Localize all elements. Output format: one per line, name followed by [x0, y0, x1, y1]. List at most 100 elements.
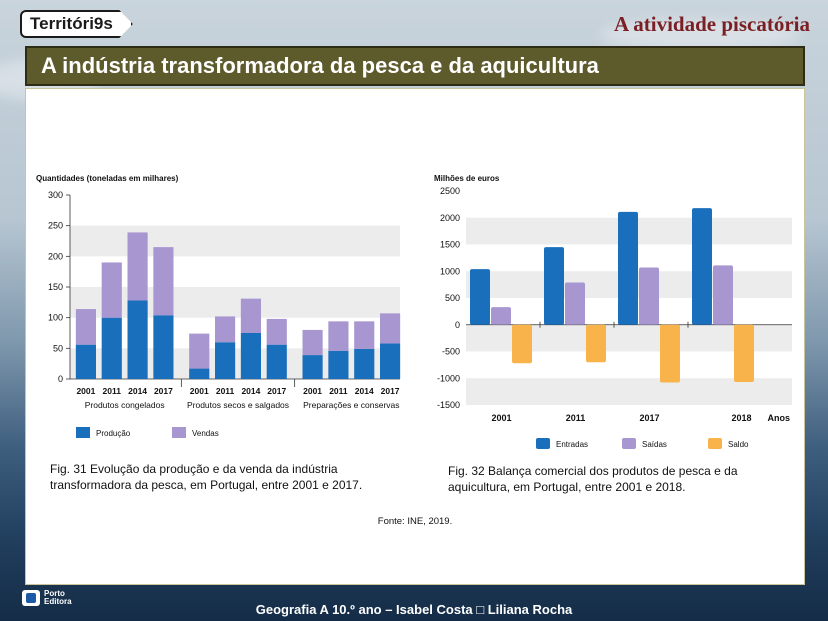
x-tick-label: 2014 [355, 386, 374, 396]
y-tick-label: 500 [445, 293, 460, 303]
bar-entradas [544, 247, 564, 325]
bar-entradas [618, 211, 638, 325]
x-tick-label: 2018 [731, 413, 751, 423]
x-tick-label: 2017 [154, 386, 173, 396]
bar-vendas [127, 232, 148, 301]
legend-swatch [172, 427, 186, 438]
x-tick-label: 2017 [267, 386, 286, 396]
y-tick-label: 150 [48, 282, 63, 292]
bar-vendas [189, 333, 210, 369]
x-tick-label: 2017 [639, 413, 659, 423]
bar-producao [215, 342, 236, 379]
banner-title: A indústria transformadora da pesca e da… [25, 46, 805, 86]
bar-producao [75, 344, 96, 379]
x-tick-label: 2011 [329, 386, 348, 396]
bar-saldo [734, 324, 754, 382]
territorios-logo: Territóri9s [20, 10, 133, 38]
x-tick-label: 2011 [216, 386, 235, 396]
bar-saídas [565, 282, 585, 325]
bar-saldo [660, 324, 680, 383]
y-tick-label: -500 [442, 347, 460, 357]
porto-editora-logo: Porto Editora [22, 590, 74, 606]
legend-swatch [622, 438, 636, 449]
chart-production-sales: Quantidades (toneladas em milhares) 0 50 10… [36, 174, 401, 438]
y-tick-label: -1000 [437, 373, 460, 383]
y-tick-label: 0 [58, 374, 63, 384]
y-tick-label: 50 [53, 343, 63, 353]
bar-saídas [491, 307, 511, 325]
bar-producao [153, 315, 174, 379]
bar-entradas [692, 208, 712, 325]
bar-vendas [302, 329, 323, 356]
y-tick-label: 100 [48, 313, 63, 323]
chart-trade-balance: Milhões de euros -1500 -1000 -500 0 500 1000 15… [434, 174, 792, 449]
bar-producao [127, 300, 148, 379]
y-axis-label: Quantidades (toneladas em milhares) [36, 174, 179, 183]
bar-entradas [470, 269, 490, 325]
bar-vendas [354, 321, 375, 349]
legend-label: Saídas [642, 440, 667, 449]
legend-label: Vendas [192, 429, 219, 438]
y-tick-label: 250 [48, 221, 63, 231]
y-tick-label: 2000 [440, 213, 460, 223]
fig32-caption: Fig. 32 Balança comercial dos produtos d… [448, 464, 738, 494]
legend-label: Produção [96, 429, 131, 438]
bar-vendas [101, 262, 122, 318]
content-panel: Quantidades (toneladas em milhares) 0 50 10… [25, 88, 805, 585]
bar-vendas [380, 313, 401, 344]
bar-producao [302, 355, 323, 379]
bar-producao [380, 343, 401, 379]
group-label: Produtos secos e salgados [187, 400, 289, 410]
bar-saídas [639, 267, 659, 325]
x-tick-label: 2001 [303, 386, 322, 396]
y-tick-label: 0 [455, 320, 460, 330]
fig31-caption: Fig. 31 Evolução da produção e da venda … [50, 462, 363, 492]
bar-vendas [215, 316, 236, 343]
bar-vendas [328, 321, 349, 351]
legend-label: Entradas [556, 440, 588, 449]
y-tick-label: 2500 [440, 186, 460, 196]
bar-saldo [512, 324, 532, 364]
bar-vendas [75, 309, 96, 345]
bar-vendas [240, 298, 261, 333]
bar-producao [101, 317, 122, 379]
y-axis-label: Milhões de euros [434, 174, 500, 183]
grid-band [70, 287, 400, 318]
x-tick-label: 2001 [76, 386, 95, 396]
legend-swatch [76, 427, 90, 438]
legend-swatch [536, 438, 550, 449]
group-label: Produtos congelados [85, 400, 165, 410]
x-axis-label: Anos [768, 413, 791, 423]
bar-saídas [713, 265, 733, 325]
y-tick-label: 200 [48, 251, 63, 261]
bar-producao [328, 350, 349, 379]
y-tick-label: 1000 [440, 266, 460, 276]
legend-label: Saldo [728, 440, 749, 449]
bar-vendas [266, 318, 287, 345]
bar-producao [354, 348, 375, 379]
grid-band [70, 225, 400, 257]
footer-credits: Geografia A 10.º ano – Isabel Costa □ Li… [255, 602, 573, 617]
bar-producao [189, 368, 210, 379]
y-tick-label: 300 [48, 190, 63, 200]
sky-cloud [600, 20, 800, 50]
x-tick-label: 2011 [103, 386, 122, 396]
group-label: Preparações e conservas [303, 400, 399, 410]
bar-saldo [586, 324, 606, 363]
legend-swatch [708, 438, 722, 449]
x-tick-label: 2011 [566, 413, 586, 423]
source-note: Fonte: INE, 2019. [377, 516, 453, 527]
y-tick-label: -1500 [437, 400, 460, 410]
bar-producao [240, 333, 261, 379]
bar-producao [266, 344, 287, 379]
x-tick-label: 2014 [241, 386, 260, 396]
x-tick-label: 2014 [128, 386, 147, 396]
y-tick-label: 1500 [440, 240, 460, 250]
x-tick-label: 2001 [190, 386, 209, 396]
publisher-name: Porto Editora [44, 589, 72, 606]
x-tick-label: 2017 [381, 386, 400, 396]
section-title: A atividade piscatória [613, 12, 810, 36]
x-tick-label: 2001 [491, 413, 511, 423]
porto-editora-icon [22, 590, 40, 606]
bar-vendas [153, 247, 174, 316]
